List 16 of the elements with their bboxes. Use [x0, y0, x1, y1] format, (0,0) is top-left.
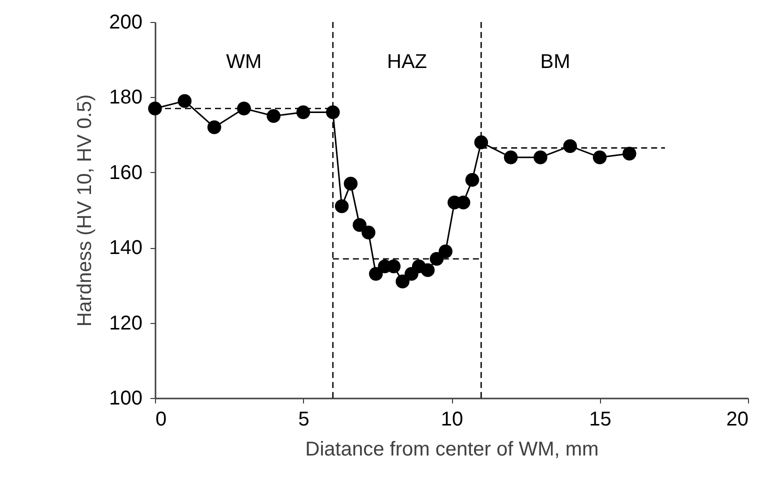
annotation: WM [226, 51, 262, 73]
x-tick-label: 5 [298, 408, 310, 430]
y-tick-label: 100 [109, 388, 142, 410]
y-tick-label: 200 [109, 12, 142, 34]
x-tick-label: 20 [726, 408, 748, 430]
y-tick-label: 180 [109, 86, 142, 109]
annotation: HAZ [387, 51, 428, 73]
x-tick-label: 0 [156, 408, 167, 430]
x-tick-label: 15 [589, 408, 612, 430]
annotation: BM [540, 51, 570, 73]
y-tick-label: 120 [109, 312, 142, 334]
x-tick-label: 10 [440, 408, 464, 430]
x-axis-title: Diatance from center of WM, mm [305, 438, 599, 460]
y-tick-label: 160 [109, 162, 142, 184]
y-tick-label: 140 [109, 237, 142, 260]
y-axis-title: Hardness (HV 10, HV 0.5) [74, 94, 96, 327]
